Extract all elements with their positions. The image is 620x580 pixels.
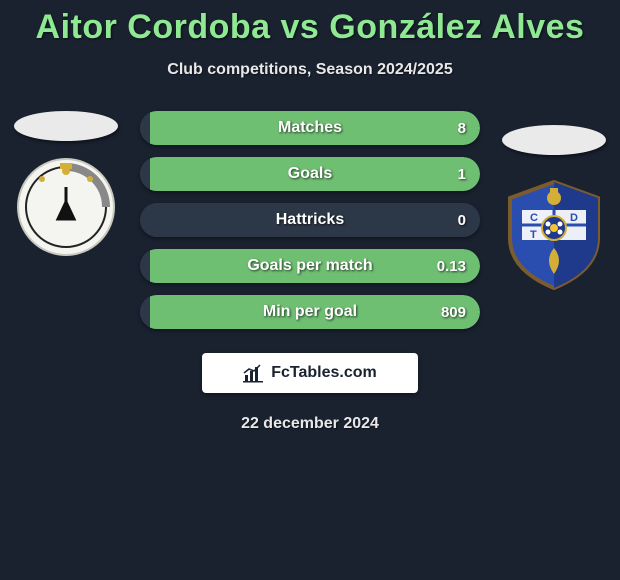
stat-label: Goals	[140, 165, 480, 183]
stat-value-right: 0	[458, 212, 466, 229]
left-team-logo	[12, 153, 120, 261]
stat-value-right: 0.13	[437, 258, 466, 275]
stat-value-right: 1	[458, 166, 466, 183]
stat-bar: Matches8	[140, 111, 480, 145]
stat-bar: Min per goal809	[140, 295, 480, 329]
brand-badge[interactable]: FcTables.com	[202, 353, 418, 393]
left-team-column	[8, 111, 124, 261]
stat-label: Min per goal	[140, 303, 480, 321]
stat-label: Goals per match	[140, 257, 480, 275]
svg-text:T: T	[530, 229, 537, 241]
right-team-logo: C D T	[500, 181, 608, 289]
stats-column: Matches8Goals1Hattricks0Goals per match0…	[140, 111, 480, 329]
stat-bar: Goals1	[140, 157, 480, 191]
right-team-column: C D T	[496, 125, 612, 289]
stat-label: Hattricks	[140, 211, 480, 229]
svg-text:D: D	[570, 212, 578, 224]
stat-bar: Hattricks0	[140, 203, 480, 237]
stat-value-right: 8	[458, 120, 466, 137]
stat-label: Matches	[140, 119, 480, 137]
brand-chart-icon	[243, 363, 265, 383]
comparison-row: Matches8Goals1Hattricks0Goals per match0…	[0, 111, 620, 329]
date-text: 22 december 2024	[0, 415, 620, 433]
stat-value-right: 809	[441, 304, 466, 321]
page-title: Aitor Cordoba vs González Alves	[0, 0, 620, 47]
svg-text:C: C	[530, 212, 538, 224]
stat-bar: Goals per match0.13	[140, 249, 480, 283]
page-subtitle: Club competitions, Season 2024/2025	[0, 61, 620, 79]
right-flag	[502, 125, 606, 155]
left-flag	[14, 111, 118, 141]
brand-label: FcTables.com	[271, 364, 377, 382]
